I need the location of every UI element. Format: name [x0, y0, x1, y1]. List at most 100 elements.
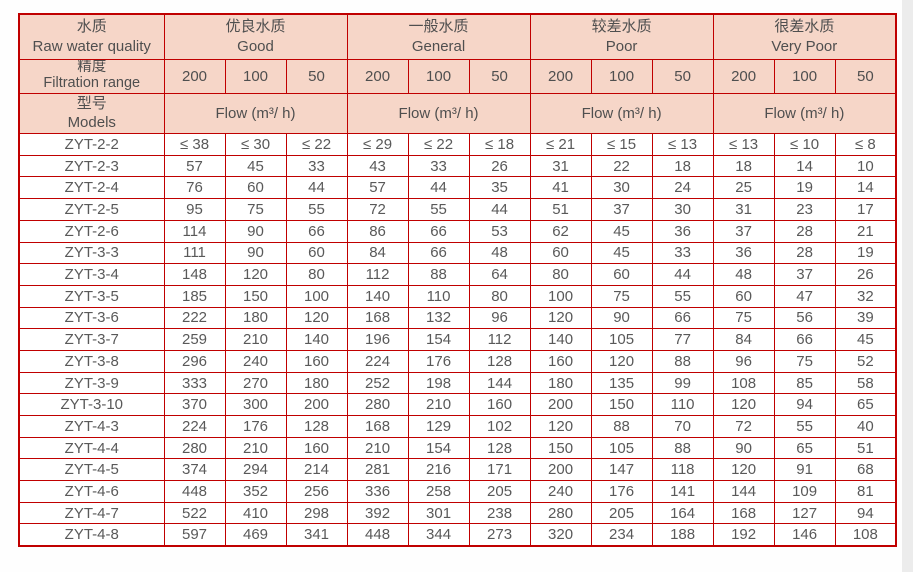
flow-value-cell: 85	[773, 371, 836, 395]
flow-value-cell: 86	[346, 219, 409, 243]
flow-value-cell: 281	[346, 458, 409, 482]
filtration-level: 100	[407, 58, 470, 94]
flow-value-cell: 55	[773, 415, 836, 438]
table-row: ZYT-3-3 111 90 60 84 66 48 60 45 33 36 28 19	[18, 241, 897, 265]
raw-water-quality-en: Raw water quality	[32, 37, 151, 55]
group-header-general: 一般水质 General	[346, 13, 531, 60]
model-cell: ZYT-4-6	[18, 480, 165, 503]
header-row-models-flow: 型号 Models Flow (m³/ h) Flow (m³/ h) Flow…	[18, 92, 897, 135]
flow-value-cell: 256	[285, 480, 348, 503]
flow-value-cell: 105	[590, 328, 653, 351]
flow-value-cell: 60	[529, 241, 592, 265]
group-very-poor-zh: 很差水质	[774, 17, 835, 35]
flow-value-cell: 80	[285, 263, 348, 286]
flow-value-cell: 127	[773, 501, 836, 525]
header-row-filtration: 精度 Filtration range 200 100 50 200 100 5…	[18, 58, 897, 94]
model-cell: ZYT-3-7	[18, 328, 165, 351]
flow-value-cell: 171	[468, 458, 531, 482]
flow-value-cell: 25	[712, 176, 775, 200]
flow-value-cell: 41	[529, 176, 592, 200]
flow-value-cell: 135	[590, 371, 653, 395]
flow-value-cell: ≤ 10	[773, 133, 836, 156]
flow-value-cell: 58	[834, 371, 897, 395]
flow-value-cell: 36	[651, 219, 714, 243]
flow-value-cell: 147	[590, 458, 653, 482]
flow-value-cell: 120	[590, 349, 653, 373]
flow-value-cell: 160	[285, 436, 348, 460]
flow-value-cell: 224	[346, 349, 409, 373]
flow-value-cell: 102	[468, 415, 531, 438]
group-good-zh: 优良水质	[225, 17, 286, 35]
flow-value-cell: 192	[712, 523, 775, 547]
model-cell: ZYT-3-8	[18, 349, 165, 373]
flow-value-cell: 374	[163, 458, 226, 482]
filtration-level: 200	[163, 58, 226, 94]
model-cell: ZYT-3-10	[18, 393, 165, 417]
flow-value-cell: 18	[651, 154, 714, 178]
flow-value-cell: 55	[651, 284, 714, 308]
flow-value-cell: 270	[224, 371, 287, 395]
group-general-zh: 一般水质	[408, 17, 469, 35]
flow-value-cell: 53	[468, 219, 531, 243]
flow-value-cell: 112	[346, 263, 409, 286]
flow-value-cell: 100	[285, 284, 348, 308]
flow-value-cell: 55	[407, 198, 470, 221]
flow-value-cell: 35	[468, 176, 531, 200]
flow-value-cell: 273	[468, 523, 531, 547]
table-row: ZYT-3-9 333 270 180 252 198 144 180 135 99 108 85 58	[18, 371, 897, 395]
flow-value-cell: 111	[163, 241, 226, 265]
flow-value-cell: 60	[590, 263, 653, 286]
model-cell: ZYT-4-5	[18, 458, 165, 482]
flow-value-cell: 56	[773, 306, 836, 330]
flow-value-cell: 43	[346, 154, 409, 178]
model-cell: ZYT-4-7	[18, 501, 165, 525]
flow-value-cell: 90	[590, 306, 653, 330]
flow-value-cell: 30	[651, 198, 714, 221]
flow-value-cell: 47	[773, 284, 836, 308]
flow-value-cell: 28	[773, 219, 836, 243]
flow-value-cell: ≤ 38	[163, 133, 226, 156]
filtration-level: 200	[712, 58, 775, 94]
flow-value-cell: 341	[285, 523, 348, 547]
flow-value-cell: 70	[651, 415, 714, 438]
models-en: Models	[67, 114, 116, 132]
flow-value-cell: 28	[773, 241, 836, 265]
flow-value-cell: 21	[834, 219, 897, 243]
flow-value-cell: 222	[163, 306, 226, 330]
model-cell: ZYT-3-6	[18, 306, 165, 330]
flow-value-cell: 90	[712, 436, 775, 460]
flow-value-cell: 200	[285, 393, 348, 417]
flow-value-cell: 176	[407, 349, 470, 373]
flow-value-cell: 110	[651, 393, 714, 417]
raw-water-quality-header: 水质 Raw water quality	[18, 13, 165, 60]
flow-value-cell: 19	[834, 241, 897, 265]
flow-value-cell: 188	[651, 523, 714, 547]
flow-value-cell: 44	[285, 176, 348, 200]
flow-value-cell: 94	[834, 501, 897, 525]
flow-value-cell: 33	[285, 154, 348, 178]
flow-value-cell: 94	[773, 393, 836, 417]
model-cell: ZYT-2-4	[18, 176, 165, 200]
flow-value-cell: 146	[773, 523, 836, 547]
scrollbar-track[interactable]	[902, 0, 913, 572]
model-cell: ZYT-4-3	[18, 415, 165, 438]
flow-value-cell: 160	[285, 349, 348, 373]
model-cell: ZYT-2-3	[18, 154, 165, 178]
flow-value-cell: 120	[224, 263, 287, 286]
flow-value-cell: 109	[773, 480, 836, 503]
group-header-poor: 较差水质 Poor	[529, 13, 714, 60]
flow-value-cell: 19	[773, 176, 836, 200]
flow-value-cell: 66	[285, 219, 348, 243]
flow-value-cell: 60	[224, 176, 287, 200]
flow-value-cell: 180	[529, 371, 592, 395]
flow-value-cell: 140	[285, 328, 348, 351]
flow-value-cell: 198	[407, 371, 470, 395]
flow-value-cell: 300	[224, 393, 287, 417]
flow-value-cell: 64	[468, 263, 531, 286]
flow-value-cell: 44	[407, 176, 470, 200]
flow-value-cell: 410	[224, 501, 287, 525]
table-row: ZYT-3-6 222 180 120 168 132 96 120 90 66 75 56 39	[18, 306, 897, 330]
flow-value-cell: ≤ 8	[834, 133, 897, 156]
table-row: ZYT-3-8 296 240 160 224 176 128 160 120 88 96 75 52	[18, 349, 897, 373]
flow-value-cell: 448	[346, 523, 409, 547]
